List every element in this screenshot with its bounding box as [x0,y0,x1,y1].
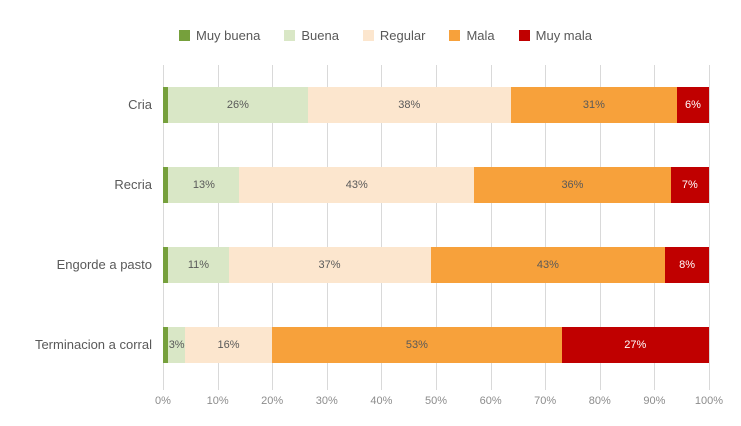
gridline [272,65,274,390]
legend-label: Mala [466,28,495,43]
x-tick-label: 30% [315,395,338,407]
x-tick-label: 50% [424,395,448,407]
segment-value-label: 38% [398,99,421,111]
gridline [381,65,383,390]
gridline [709,65,710,390]
bar-segment-regular: 38% [307,87,511,123]
segment-value-label: 16% [217,339,240,351]
gridline [599,65,601,390]
segment-value-label: 43% [345,179,368,191]
bar-segment-muy-buena [163,87,169,123]
segment-value-label: 3% [168,339,185,351]
legend-label: Regular [379,28,426,43]
segment-value-label: 37% [318,259,341,271]
bar-segment-mala: 36% [474,167,671,203]
gridline [545,65,547,390]
x-tick-label: 80% [588,395,611,407]
bar-segment-regular: 37% [228,247,431,283]
legend-swatch-mala [449,30,461,41]
category-label-engorde-a-pasto: Engorde a pasto [56,257,152,272]
x-tick-label: 100% [694,395,724,407]
x-tick-label: 60% [479,395,502,407]
bar-segment-muy-buena [163,327,169,363]
gridline [436,65,437,390]
legend-label: Buena [301,28,339,43]
gridline [654,65,656,390]
bar-segment-muy-buena [163,167,169,203]
bar-segment-muy-mala: 7% [670,167,709,203]
category-label-cria: Cria [128,97,152,112]
x-tick-label: 70% [534,395,557,407]
legend-swatch-muy-buena [179,30,190,41]
bar-segment-mala: 43% [430,247,666,283]
bar-segment-muy-mala: 6% [676,87,709,123]
legend-swatch-muy-mala [518,30,530,41]
legend-item-muy-mala: Muy mala [518,28,592,43]
bar-segment-mala: 53% [272,327,562,363]
bar-segment-buena: 26% [168,87,308,123]
x-tick-label: 40% [370,395,393,407]
x-tick-label: 0% [155,395,171,407]
bar-row-cria: 26% 38% 31% 6% [163,87,709,123]
gridline [163,65,164,390]
bar-segment-buena: 11% [168,247,229,283]
segment-value-label: 43% [536,259,559,271]
legend: Muy buena Buena Regular Mala Muy mala [30,28,741,43]
plot-area: 26% 38% 31% 6% 13% 43% 36% 7% 11% 37% 43% 8% 3% 16% 53… [163,65,710,390]
segment-value-label: 11% [187,259,210,271]
category-label-terminacion-a-corral: Terminacion a corral [34,337,152,352]
category-label-recria: Recria [114,177,152,192]
x-tick-label: 90% [643,395,666,407]
segment-value-label: 7% [681,179,698,191]
bar-segment-regular: 16% [184,327,273,363]
bar-segment-muy-buena [163,247,169,283]
legend-item-mala: Mala [449,28,495,43]
bar-segment-regular: 43% [239,167,475,203]
bar-segment-buena: 3% [168,327,185,363]
legend-label: Muy mala [535,28,592,43]
legend-swatch-regular [362,30,374,41]
segment-value-label: 53% [405,339,428,351]
gridline [217,65,219,390]
segment-value-label: 36% [561,179,584,191]
legend-swatch-buena [284,30,296,41]
bar-row-engorde-a-pasto: 11% 37% 43% 8% [163,247,709,283]
bar-row-terminacion-a-corral: 3% 16% 53% 27% [163,327,709,363]
bar-segment-muy-mala: 8% [665,247,709,283]
legend-item-buena: Buena [284,28,339,43]
bar-row-recria: 13% 43% 36% 7% [163,167,709,203]
gridline [490,65,492,390]
bar-segment-buena: 13% [168,167,240,203]
segment-value-label: 26% [226,99,249,111]
legend-item-muy-buena: Muy buena [179,28,260,43]
segment-value-label: 6% [684,99,701,111]
bar-segment-mala: 31% [510,87,677,123]
bar-segment-muy-mala: 27% [561,327,709,363]
x-tick-label: 10% [206,395,229,407]
legend-item-regular: Regular [362,28,426,43]
segment-value-label: 31% [582,99,605,111]
segment-value-label: 27% [624,339,647,351]
gridline [326,65,328,390]
segment-value-label: 8% [679,259,696,271]
segment-value-label: 13% [192,179,215,191]
legend-label: Muy buena [196,28,261,43]
x-tick-label: 20% [261,395,284,407]
